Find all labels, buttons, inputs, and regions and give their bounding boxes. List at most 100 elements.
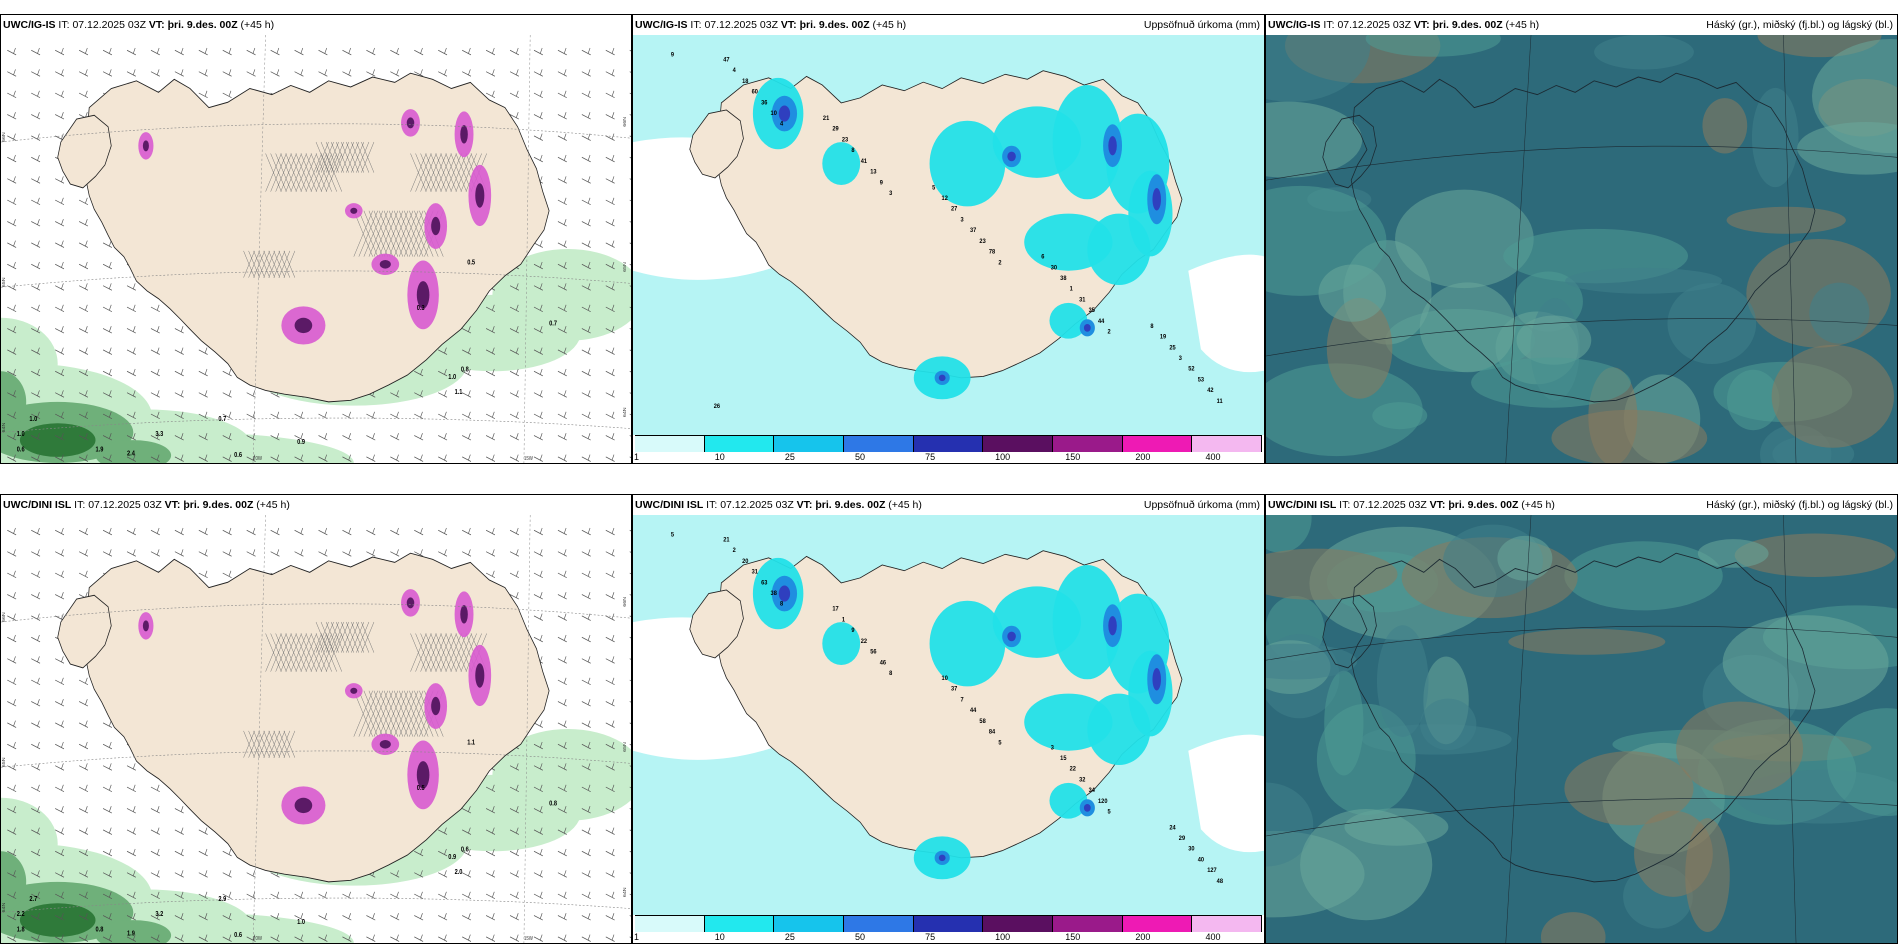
it-label: IT: <box>74 499 86 511</box>
colorbar-segment <box>635 916 705 932</box>
snow-area <box>460 125 468 144</box>
field-title: Háský (gr.), miðský (fj.bl.) og lágský (… <box>1706 19 1893 31</box>
precip-area <box>1152 668 1161 691</box>
snow-area <box>431 696 441 716</box>
value-label: 18 <box>742 79 749 85</box>
value-label: 34 <box>1089 788 1096 794</box>
model-name: UWC/IG-IS <box>3 19 56 31</box>
map-area: 66N 66N 65N 65N 64N 64N 20W 15W 2.7 2.2 1.8 2.9 1.9 3… <box>1 515 631 943</box>
colorbar-label: 25 <box>784 932 795 942</box>
cloud-area <box>1508 628 1666 655</box>
cloud-area <box>1564 751 1694 826</box>
value-label: 30 <box>1188 846 1195 852</box>
vt-value: þri. 9.des. 00Z <box>1448 499 1519 511</box>
snow-area <box>142 140 149 152</box>
colorbar-segment <box>844 916 914 932</box>
wind-field-area <box>492 249 631 341</box>
value-label: 23 <box>979 239 986 245</box>
snow-area <box>379 260 391 269</box>
lat-label: 66N <box>1 132 6 142</box>
map-panel-precip-ig: UWC/IG-IS IT: 07.12.2025 03Z VT: þri. 9.… <box>632 14 1265 464</box>
it-value: 07.12.2025 03Z <box>720 499 794 511</box>
panel-title: UWC/DINI ISL IT: 07.12.2025 03Z VT: þri.… <box>1 495 631 515</box>
value-label: 11 <box>1217 399 1224 405</box>
precip-area <box>1052 565 1123 680</box>
model-name: UWC/DINI ISL <box>635 499 704 511</box>
lat-label: 66N <box>1 612 6 622</box>
cloud-area <box>1324 670 1364 776</box>
value-label: 3.2 <box>155 911 163 919</box>
value-label: 1.9 <box>96 446 104 454</box>
lat-label: 65N <box>622 742 627 752</box>
colorbar-segment <box>1192 916 1263 932</box>
lead-time: (+45 h) <box>888 499 922 511</box>
snow-area <box>416 281 430 309</box>
value-label: 1.8 <box>17 926 25 934</box>
cloud-area <box>1266 548 1398 600</box>
land-westfjords <box>689 109 744 179</box>
colorbar-label: 75 <box>925 452 936 462</box>
value-label: 1.1 <box>455 389 463 397</box>
panel-title: UWC/IG-IS IT: 07.12.2025 03Z VT: þri. 9.… <box>633 15 1264 35</box>
cloud-area <box>1516 315 1592 365</box>
colorbar-label: 50 <box>854 452 865 462</box>
cloud-area <box>1734 533 1896 577</box>
wind-field-area <box>492 729 631 821</box>
wind-field-area <box>1 851 27 913</box>
lat-label: 65N <box>1 757 6 767</box>
cloud-area <box>1676 701 1804 797</box>
value-label: 2.7 <box>29 896 37 904</box>
precip-area <box>1152 188 1161 211</box>
precip-area <box>822 622 861 665</box>
cloud-area <box>1266 782 1314 867</box>
value-label: 22 <box>1070 766 1077 772</box>
value-label: 25 <box>1169 345 1176 351</box>
value-label: 5 <box>932 185 936 191</box>
it-value: 07.12.2025 03Z <box>704 19 778 31</box>
value-label: 0.7 <box>549 320 557 328</box>
value-label: 10 <box>771 111 778 117</box>
coastline <box>1350 552 1816 883</box>
precip-area <box>778 105 791 122</box>
snow-area <box>416 761 430 789</box>
value-label: 44 <box>970 708 977 714</box>
model-name: UWC/IG-IS <box>1268 19 1321 31</box>
value-label: 32 <box>1079 777 1086 783</box>
land-westfjords <box>57 594 112 669</box>
coastline <box>1322 594 1377 669</box>
value-label: 53 <box>1198 377 1205 383</box>
lon-label: 15W <box>524 456 533 463</box>
snow-area <box>379 740 391 749</box>
graticule <box>1 515 631 943</box>
precip-area <box>1083 804 1091 812</box>
map-area: 5 8 8 5 5 48 38 46 84 120 127 63 56 58 34 40 31 22 44 32 30 2… <box>633 515 1264 915</box>
vt-value: þri. 9.des. 00Z <box>1432 19 1503 31</box>
value-label: 8 <box>780 601 784 607</box>
cloud-area <box>1266 643 1358 680</box>
value-label: 84 <box>989 729 996 735</box>
value-label: 1 <box>1070 286 1074 292</box>
lead-time: (+45 h) <box>240 19 275 31</box>
value-label: 29 <box>832 126 839 132</box>
panel-title: UWC/IG-IS IT: 07.12.2025 03Z VT: þri. 9.… <box>1266 15 1897 35</box>
value-label: 2 <box>733 548 737 554</box>
lat-label: 66N <box>622 596 627 606</box>
colorbar-segment <box>1122 436 1193 452</box>
map-svg: 66N 66N 65N 65N 64N 64N 20W 15W 2.7 2.2 1.8 2.9 1.9 3… <box>1 515 631 943</box>
cloud-area <box>1564 541 1723 611</box>
panel-title: UWC/DINI ISL IT: 07.12.2025 03Z VT: þri.… <box>633 495 1264 515</box>
lead-time: (+45 h) <box>872 19 907 31</box>
wind-field-area <box>1 371 27 433</box>
value-label: 0.9 <box>448 853 456 861</box>
map-area: 66N 66N 65N 65N 64N 64N 20W 15W 1.0 1.0 0.6 0.7 2.4 3… <box>1 35 631 463</box>
value-label: 0.3 <box>417 305 425 313</box>
value-label: 58 <box>979 719 986 725</box>
value-label: 1.9 <box>127 930 135 938</box>
value-label: 2 <box>1108 329 1112 335</box>
colorbar-label: 1 <box>634 932 640 942</box>
colorbar-label: 10 <box>714 452 725 462</box>
colorbar-segment <box>913 916 984 932</box>
cloud-area <box>1551 409 1708 463</box>
value-label: 2.0 <box>455 869 463 877</box>
cloud-area <box>1594 35 1694 70</box>
